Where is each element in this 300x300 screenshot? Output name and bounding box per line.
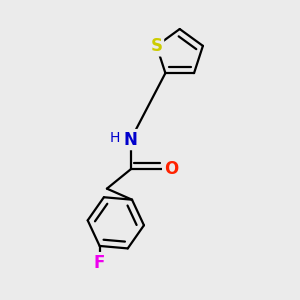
Text: O: O <box>164 160 178 178</box>
Text: N: N <box>124 130 138 148</box>
Text: H: H <box>109 131 119 145</box>
Text: F: F <box>94 254 105 272</box>
Text: S: S <box>151 37 163 55</box>
